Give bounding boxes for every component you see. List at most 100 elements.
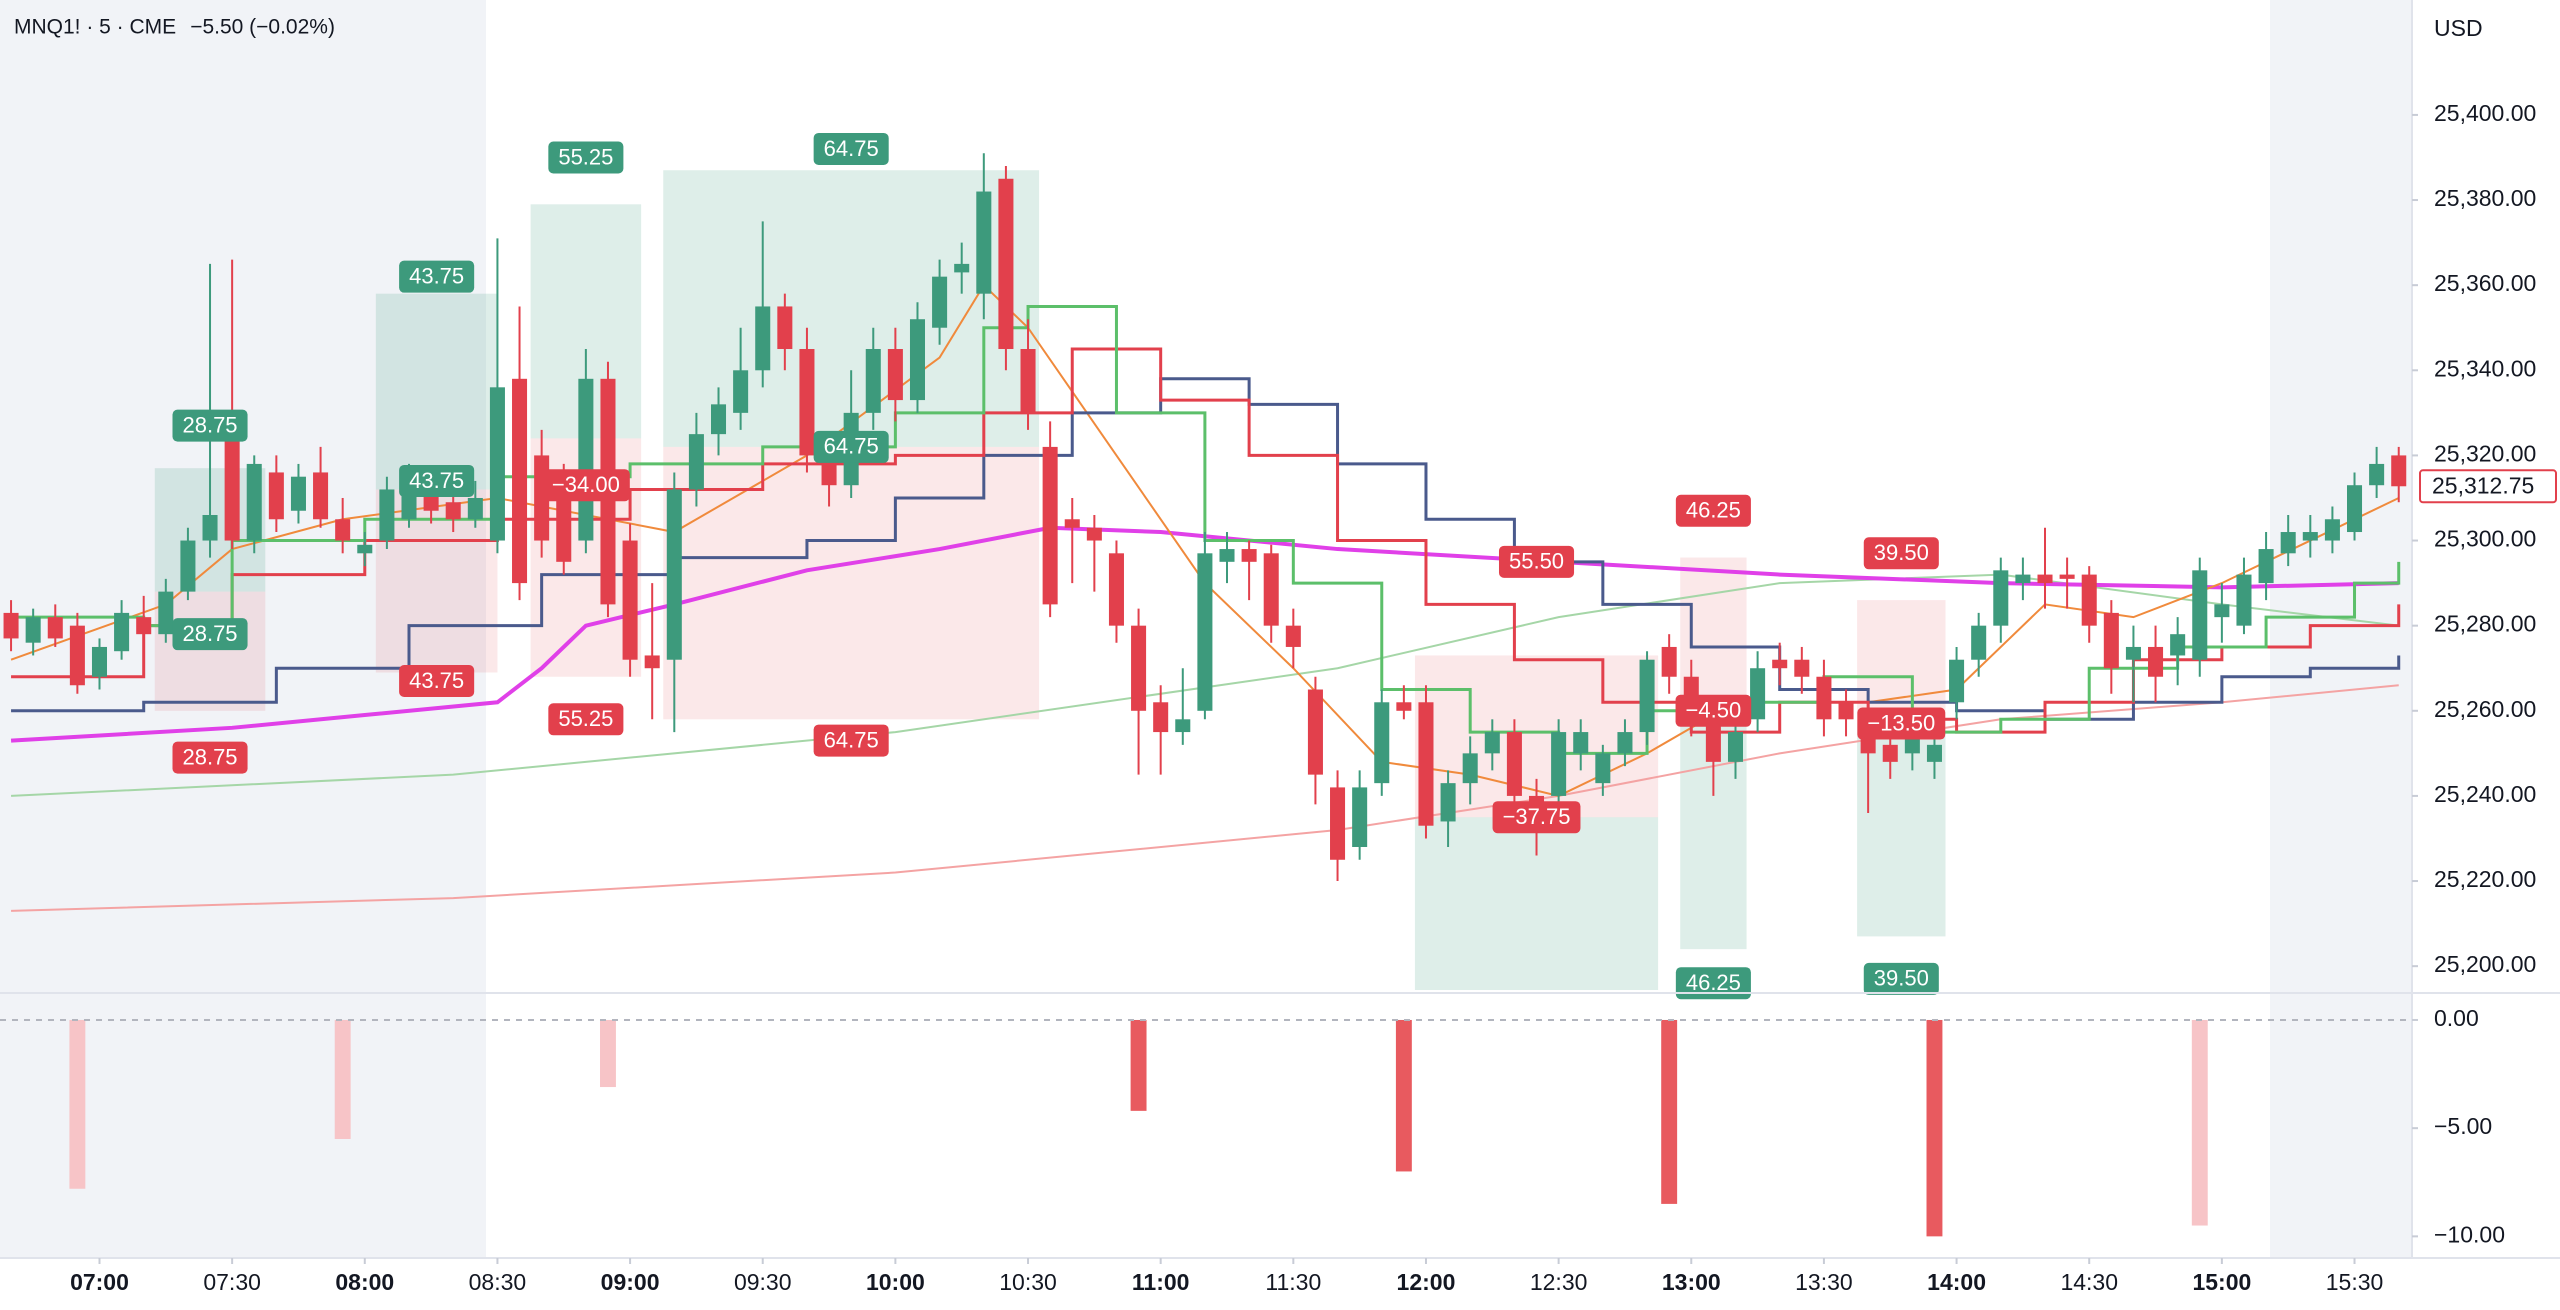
trade-label: 39.50 [1863,962,1939,995]
candle-body [2391,455,2407,487]
candle-body [1219,549,1235,562]
candle-body [158,591,174,635]
candle-body [2170,634,2186,656]
y-tick-label: 0.00 [2434,1005,2479,1031]
candle-body [2280,532,2296,554]
x-tick-label: 08:00 [335,1269,394,1295]
candle-body [1418,702,1434,826]
x-tick-label: 15:00 [2192,1269,2251,1295]
x-tick-label: 13:30 [1795,1269,1853,1295]
trade-label: −37.75 [1492,801,1581,834]
y-tick-label: −5.00 [2434,1113,2492,1139]
candle-body [1020,349,1036,413]
trade-label-text: 28.75 [182,744,237,769]
x-tick-label: 15:30 [2326,1269,2384,1295]
trade-label-box [172,741,248,774]
candle-body [268,472,284,520]
trade-label: −34.00 [541,469,630,502]
candle-body [954,263,970,273]
candle-body [733,370,749,413]
candle-body [357,544,373,554]
trade-label-text: 64.75 [824,727,879,752]
candle-body [1727,732,1744,762]
trade-label-text: 39.50 [1874,966,1929,991]
trade-label: −4.50 [1675,694,1752,727]
y-tick-label: 25,220.00 [2434,866,2536,892]
candle-body [1595,753,1611,784]
candle-body [666,489,682,660]
candle-body [1573,732,1589,754]
candle-body [622,540,638,660]
trade-label: 43.75 [399,664,475,697]
trade-label: 28.75 [172,618,248,651]
candle-body [1661,646,1677,677]
candle-body [1440,783,1456,822]
x-tick-label: 13:00 [1662,1269,1721,1295]
candle-body [2369,463,2385,486]
candle-body [1086,527,1102,541]
candle-body [1352,787,1368,847]
y-tick-label: 25,380.00 [2434,185,2536,211]
price-axis [2412,0,2560,1310]
candle-body [755,306,771,371]
x-tick-label: 09:30 [734,1269,792,1295]
trade-label-box [1675,694,1752,727]
x-tick-label: 11:00 [1132,1269,1190,1295]
currency: USD [2434,15,2483,41]
trade-label-box [813,132,889,165]
candle-body [1285,625,1301,647]
x-tick-label: 12:00 [1397,1269,1456,1295]
price-pane [3,153,2407,990]
candle-body [1484,732,1500,754]
last-price-box [2419,469,2557,504]
trade-label-box [548,141,624,174]
x-tick-label: 12:30 [1530,1269,1588,1295]
trade-label-text: 64.75 [824,136,879,161]
trade-label-text: 39.50 [1874,540,1929,565]
candle-body [1794,659,1810,677]
trade-label-box [172,618,248,651]
candle-body [1971,625,1987,660]
candle-body [224,412,240,541]
candle-body [1617,732,1633,754]
x-tick-label: 11:30 [1265,1269,1321,1295]
trade-label-box [813,724,889,757]
plot: 28.75 28.75 28.75 43.75 43.75 43.75 55.25 −34.0… [3,132,2407,1237]
trade-label-box [1857,707,1946,740]
trade-label: 55.25 [548,141,624,174]
candle-body [202,515,218,541]
candle-body [1042,446,1058,605]
candle-body [313,472,329,520]
y-tick-label: 25,260.00 [2434,696,2536,722]
trade-label-text: 64.75 [824,434,879,459]
trade-label: 43.75 [399,260,475,293]
candle-body [445,502,461,520]
candle-body [69,625,85,686]
candle-body [578,378,594,541]
candle-body [180,540,196,592]
trade-label-box [1863,962,1939,995]
candle-body [1241,549,1257,562]
y-tick-label: 25,280.00 [2434,611,2536,637]
candle-body [512,378,528,584]
candle-body [2192,570,2208,660]
x-tick-label: 08:30 [469,1269,527,1295]
trade-label-box [548,703,624,736]
axes: 25,200.00 25,220.00 25,240.00 25,260.00 25,2… [0,100,2557,1295]
y-tick-label: −10.00 [2434,1221,2505,1247]
trade-label-box [813,430,889,463]
trade-label: 28.75 [172,741,248,774]
x-tick-label: 09:00 [601,1269,660,1295]
candle-body [644,655,660,669]
candle-body [1772,659,1788,669]
candle-body [1506,732,1522,796]
trade-label-box [399,664,475,697]
x-tick-label: 10:00 [866,1269,925,1295]
y-tick-label: 25,340.00 [2434,355,2536,381]
candle-body [1462,753,1478,784]
candle-body [1949,659,1965,703]
y-tick-label: 25,240.00 [2434,781,2536,807]
candle-body [2148,646,2164,677]
price-change: −5.50 (−0.02%) [190,16,335,39]
candle-body [114,612,130,652]
